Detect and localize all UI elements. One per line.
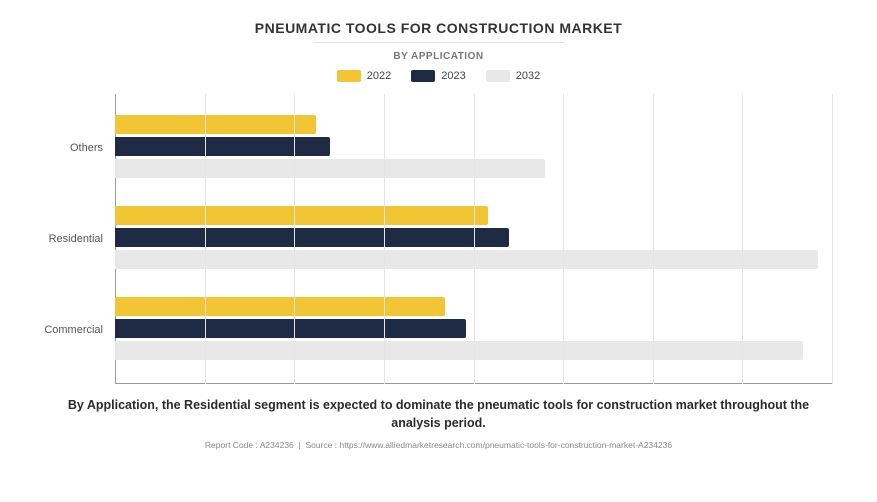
source-label: Source : xyxy=(305,440,337,450)
chart-caption: By Application, the Residential segment … xyxy=(35,396,842,432)
chart-title: PNEUMATIC TOOLS FOR CONSTRUCTION MARKET xyxy=(35,20,842,36)
chart-footer: Report Code : A234236 | Source : https:/… xyxy=(35,440,842,450)
report-code-value: A234236 xyxy=(260,440,294,450)
legend-label: 2023 xyxy=(441,70,465,82)
source-value: https://www.alliedmarketresearch.com/pne… xyxy=(339,440,672,450)
category-label: Residential xyxy=(49,233,115,245)
legend-swatch xyxy=(337,70,361,82)
grid-line xyxy=(563,94,564,384)
bar xyxy=(115,297,445,316)
bar xyxy=(115,137,330,156)
chart-plot-area: OthersResidentialCommercial xyxy=(115,94,832,384)
chart-subtitle: BY APPLICATION xyxy=(35,51,842,62)
grid-line xyxy=(205,94,206,384)
bar xyxy=(115,159,545,178)
legend-swatch xyxy=(411,70,435,82)
bar xyxy=(115,206,488,225)
category-label: Others xyxy=(70,142,115,154)
grid-line xyxy=(742,94,743,384)
bar xyxy=(115,319,466,338)
grid-line xyxy=(384,94,385,384)
bar xyxy=(115,250,818,269)
grid-line xyxy=(474,94,475,384)
title-underline xyxy=(314,42,564,43)
category-label: Commercial xyxy=(44,324,115,336)
legend-label: 2022 xyxy=(367,70,391,82)
legend-item: 2032 xyxy=(486,70,540,82)
legend-item: 2023 xyxy=(411,70,465,82)
grid-line xyxy=(653,94,654,384)
grid-line xyxy=(294,94,295,384)
legend-item: 2022 xyxy=(337,70,391,82)
legend-swatch xyxy=(486,70,510,82)
chart-container: PNEUMATIC TOOLS FOR CONSTRUCTION MARKET … xyxy=(0,0,877,460)
legend-label: 2032 xyxy=(516,70,540,82)
bar xyxy=(115,341,803,360)
legend: 2022 2023 2032 xyxy=(35,70,842,82)
report-code-label: Report Code : xyxy=(205,440,258,450)
grid-line xyxy=(832,94,833,384)
bar xyxy=(115,228,509,247)
bar xyxy=(115,115,316,134)
